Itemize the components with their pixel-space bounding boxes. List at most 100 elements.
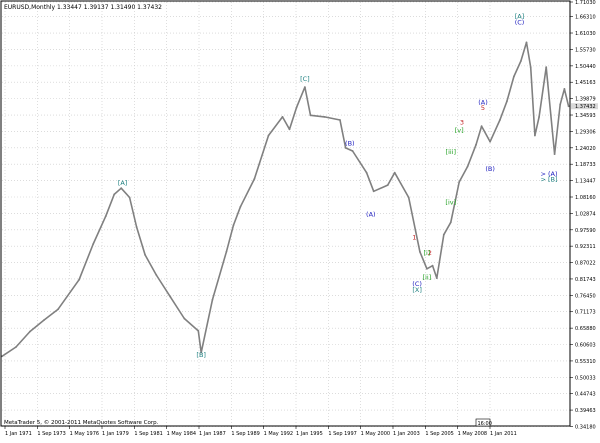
- wave-label: > [B]: [540, 175, 557, 183]
- wave-label: (A): [478, 98, 488, 106]
- price-point: [365, 171, 368, 174]
- wave-label: (C): [515, 18, 525, 26]
- x-tick-label: 1 Sep 1997: [328, 431, 357, 437]
- wave-label: (B): [485, 165, 495, 173]
- price-point: [169, 295, 172, 298]
- y-tick-label: 0.87022: [575, 261, 596, 267]
- x-tick-label: 1 May 1976: [70, 431, 99, 437]
- price-point: [339, 119, 341, 121]
- y-tick-label: 0.65880: [575, 326, 596, 332]
- price-point: [239, 205, 242, 208]
- price-point: [458, 181, 461, 183]
- x-tick-label: 1 Jan 2003: [393, 431, 420, 437]
- y-tick-label: 1.55730: [575, 47, 596, 53]
- price-point: [489, 140, 491, 143]
- price-point: [135, 226, 138, 228]
- price-point: [128, 196, 131, 199]
- price-point: [567, 105, 570, 108]
- price-point: [372, 190, 375, 193]
- y-tick-label: 0.76450: [575, 293, 596, 299]
- wave-label: 5: [481, 104, 485, 112]
- wave-label: [B]: [196, 351, 206, 359]
- price-point: [449, 221, 452, 224]
- y-tick-label: 1.50440: [575, 64, 596, 70]
- price-point: [304, 86, 306, 88]
- y-tick-label: 0.34180: [575, 424, 596, 430]
- y-tick-label: 1.61030: [575, 31, 596, 37]
- wave-label: [i]: [423, 249, 430, 257]
- price-point: [113, 193, 116, 196]
- current-price-label: 1.37432: [575, 104, 596, 110]
- wave-label: 1: [412, 233, 416, 241]
- y-tick-label: 1.02874: [575, 211, 596, 217]
- price-point: [545, 66, 548, 69]
- price-point: [559, 103, 562, 106]
- price-point: [78, 278, 80, 281]
- price-point: [431, 264, 434, 267]
- price-point: [480, 125, 483, 128]
- wave-label: [v]: [455, 126, 464, 134]
- x-tick-label: 1 May 1992: [264, 431, 293, 437]
- price-point: [435, 277, 438, 279]
- y-tick-label: 1.66310: [575, 15, 596, 21]
- price-point: [211, 299, 214, 301]
- y-tick-label: 0.44743: [575, 392, 596, 398]
- price-point: [183, 317, 186, 320]
- price-point: [225, 250, 228, 253]
- price-point: [553, 153, 556, 156]
- price-series: [1, 41, 570, 358]
- wave-labels: [A][B][C](B)(A)12(C)[X][i][ii][iii][iv][…: [118, 13, 558, 360]
- y-tick-label: 1.18733: [575, 162, 596, 168]
- time-axis: 1 Jan 1971 1 Sep 1973 1 May 1976 1 Jan 1979…: [4, 426, 517, 437]
- price-point: [295, 106, 298, 109]
- scale-badge: 16:00: [475, 418, 492, 427]
- wave-label: 3: [460, 119, 464, 127]
- y-tick-label: 0.39463: [575, 408, 596, 414]
- y-tick-label: 1.71030: [575, 0, 596, 6]
- price-point: [407, 196, 410, 199]
- x-tick-label: 1 May 1984: [167, 431, 196, 437]
- x-tick-label: 1 Jan 1987: [199, 431, 226, 437]
- y-tick-label: 1.24020: [575, 146, 596, 152]
- price-point: [513, 75, 515, 78]
- price-point: [393, 171, 396, 174]
- price-point: [344, 147, 347, 149]
- y-tick-label: 1.29306: [575, 129, 596, 135]
- price-point: [155, 274, 158, 276]
- y-tick-label: 1.08160: [575, 195, 596, 201]
- wave-label: [C]: [300, 75, 310, 83]
- price-point: [57, 308, 59, 311]
- price-axis: 1.71030 1.66310 1.61030 1.55730 1.50440 1.451…: [570, 0, 598, 430]
- y-tick-label: 0.81743: [575, 277, 596, 283]
- wave-label: [A]: [515, 13, 525, 21]
- price-point: [563, 88, 566, 90]
- y-tick-label: 1.39879: [575, 97, 596, 103]
- price-point: [538, 116, 540, 118]
- wave-label: [ii]: [423, 274, 432, 282]
- y-tick-label: 1.34593: [575, 113, 596, 119]
- price-point: [288, 128, 291, 131]
- wave-label: [X]: [412, 286, 422, 294]
- price-point: [43, 319, 45, 321]
- x-tick-label: 1 May 2000: [361, 431, 390, 437]
- y-tick-label: 0.97590: [575, 228, 596, 234]
- price-point: [323, 116, 326, 118]
- x-tick-label: 1 Jan 1995: [296, 431, 323, 437]
- price-point: [104, 215, 107, 218]
- chart-title: EURUSD,Monthly 1.33447 1.39137 1.31490 1…: [4, 4, 162, 11]
- price-point: [525, 41, 528, 44]
- price-point: [200, 351, 203, 354]
- x-tick-label: 1 Sep 1989: [231, 431, 260, 437]
- price-point: [232, 224, 235, 227]
- price-point: [534, 134, 536, 137]
- wave-label: (B): [345, 139, 355, 147]
- x-tick-label: 1 Jan 1979: [102, 431, 129, 437]
- price-point: [253, 178, 256, 180]
- price-point: [92, 243, 95, 245]
- price-point: [197, 330, 200, 332]
- wave-label: (A): [366, 211, 376, 219]
- y-tick-label: 0.50033: [575, 375, 596, 381]
- price-series-line: [1, 41, 570, 357]
